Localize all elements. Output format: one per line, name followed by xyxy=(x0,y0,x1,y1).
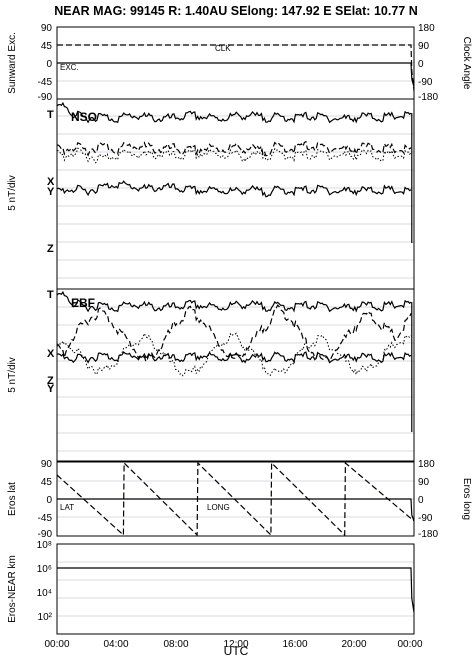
panel-name-nso: NSO xyxy=(71,110,97,124)
y-tick: 10⁸ xyxy=(37,540,52,551)
series-lat-line xyxy=(57,498,415,522)
series-label-x: X xyxy=(47,348,55,360)
series-exc-line xyxy=(57,62,415,88)
y2-tick: -90 xyxy=(418,77,433,88)
header-date-code: 99145 xyxy=(130,4,165,18)
series-x-line xyxy=(56,140,412,157)
x-tick: 16:00 xyxy=(282,639,307,650)
x-tick: 20:00 xyxy=(341,639,366,650)
y2-tick: 90 xyxy=(418,41,430,52)
y-tick: 45 xyxy=(41,41,53,52)
panel-frame xyxy=(56,288,415,462)
series-y-line xyxy=(56,332,412,377)
panel-frame xyxy=(56,98,415,290)
y-axis-label: 5 nT/div xyxy=(7,175,18,211)
y-tick: 0 xyxy=(46,495,52,506)
header-selat-label: SElat: xyxy=(335,4,370,18)
panel-eros-lat-long: 90 45 0 -45 -90 180 90 0 -90 -180 Eros l… xyxy=(7,459,472,540)
series-label-lat: LAT xyxy=(60,503,74,512)
series-label-clk: CLK xyxy=(215,44,231,53)
y-tick: 10⁴ xyxy=(37,588,52,599)
series-distance-line xyxy=(57,567,415,613)
header-selat-value: 10.77 xyxy=(374,4,405,18)
header-selong-value: 147.92 xyxy=(281,4,319,18)
series-group xyxy=(56,461,415,537)
y-tick: -90 xyxy=(38,92,53,103)
series-label-y: Y xyxy=(47,383,55,395)
y-tick: -45 xyxy=(38,77,53,88)
x-tick: 12:00 xyxy=(223,639,248,650)
panel-nso: NSO T X Y Z 5 nT/div xyxy=(7,98,415,290)
y2-tick: 180 xyxy=(418,23,435,34)
series-group xyxy=(57,44,415,92)
panel-eros-near-distance: 10⁸ 10⁶ 10⁴ 10² Eros-NEAR km xyxy=(7,540,415,635)
series-long-line xyxy=(56,461,415,537)
y-tick: 10⁶ xyxy=(37,564,52,575)
y-axis-label: Eros lat xyxy=(7,482,18,516)
y2-tick: -90 xyxy=(418,513,433,524)
series-group xyxy=(57,567,415,613)
series-group xyxy=(56,290,413,432)
panel-ebf: EBF T X Y Z 5 nT/div xyxy=(7,288,415,462)
x-tick: 00:00 xyxy=(397,639,422,650)
panel-frame xyxy=(56,543,415,635)
series-label-z: Z xyxy=(47,375,54,387)
y-tick: 90 xyxy=(41,23,53,34)
header-selat-dir: N xyxy=(409,4,418,18)
y-axis-label: 5 nT/div xyxy=(7,357,18,393)
series-y-line xyxy=(56,147,412,164)
y-axis-label: Eros-NEAR km xyxy=(7,555,18,623)
series-group xyxy=(56,101,413,243)
y2-axis-label: Eros long xyxy=(461,478,472,520)
y-tick: -90 xyxy=(38,529,53,540)
series-label-long: LONG xyxy=(207,503,230,512)
x-tick: 00:00 xyxy=(44,639,69,650)
series-label-y: Y xyxy=(47,186,55,198)
series-z-line xyxy=(56,351,412,364)
y-tick: 90 xyxy=(41,459,53,470)
y2-tick: 180 xyxy=(418,459,435,470)
header-line: NEAR MAG: 99145 R: 1.40AU SElong: 147.92… xyxy=(54,4,417,18)
panel-sunward-clock: 90 45 0 -45 -90 180 90 0 -90 -180 Sunwar… xyxy=(7,23,472,103)
x-axis: 00:00 04:00 08:00 12:00 16:00 20:00 00:0… xyxy=(44,639,422,656)
series-label-t: T xyxy=(47,289,54,301)
y-tick: 0 xyxy=(46,59,52,70)
y-tick: 45 xyxy=(41,477,53,488)
x-axis-label: UTC xyxy=(224,644,249,656)
y2-tick: 0 xyxy=(418,59,424,70)
header-selong-label: SElong: xyxy=(231,4,278,18)
series-label-x: X xyxy=(47,176,55,188)
series-label-exc: EXC. xyxy=(60,63,79,72)
y2-axis-label: Clock Angle xyxy=(461,37,472,90)
series-t-line xyxy=(56,290,412,313)
series-label-z: Z xyxy=(47,243,54,255)
y2-tick: -180 xyxy=(418,529,438,540)
y2-tick: 90 xyxy=(418,477,430,488)
x-tick: 08:00 xyxy=(163,639,188,650)
x-tick: 04:00 xyxy=(103,639,128,650)
panel-name-ebf: EBF xyxy=(71,296,95,310)
y2-tick: -180 xyxy=(418,92,438,103)
header-mission: NEAR MAG: xyxy=(54,4,126,18)
y-tick: 10² xyxy=(38,612,53,623)
y-tick: -45 xyxy=(38,513,53,524)
y-axis-label: Sunward Exc. xyxy=(7,32,18,94)
series-z-line xyxy=(56,180,412,198)
header-selong-dir: E xyxy=(323,4,331,18)
series-x-line xyxy=(56,304,412,364)
header-r-value: 1.40AU xyxy=(185,4,227,18)
series-t-line xyxy=(56,101,412,124)
header-r-label: R: xyxy=(168,4,181,18)
series-label-t: T xyxy=(47,109,54,121)
series-clk-line xyxy=(57,44,415,92)
y2-tick: 0 xyxy=(418,495,424,506)
